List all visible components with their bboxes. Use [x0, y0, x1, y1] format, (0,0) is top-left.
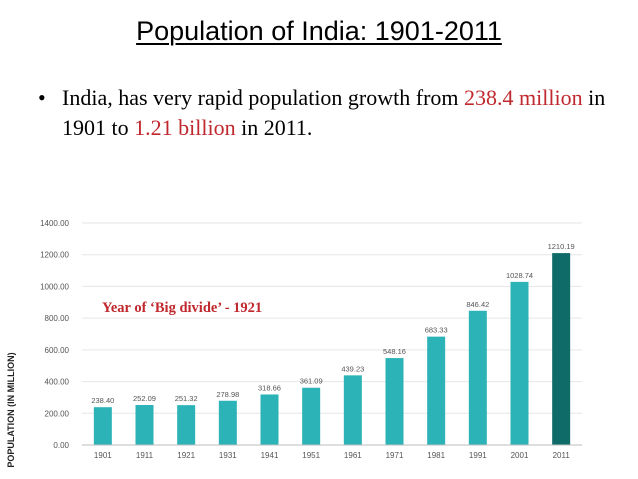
data-label-1931: 278.98: [216, 390, 239, 399]
bar-1931: [218, 400, 237, 445]
bullet-text: India, has very rapid population growth …: [62, 85, 606, 140]
bar-1921: [177, 405, 196, 445]
bar-1941: [260, 394, 279, 445]
bars: [93, 253, 571, 445]
data-label-1911: 252.09: [133, 394, 156, 403]
x-tick-label-1981: 1981: [427, 451, 445, 460]
bar-1951: [302, 387, 321, 445]
y-tick-label: 400.00: [45, 378, 70, 387]
x-tick-label-1901: 1901: [94, 451, 112, 460]
y-tick-label: 0.00: [53, 441, 69, 450]
bar-2001: [510, 281, 529, 445]
bar-1971: [385, 358, 404, 445]
data-label-1941: 318.66: [258, 383, 281, 392]
start-population-value: 238.4 million: [464, 85, 583, 110]
data-label-1951: 361.09: [300, 377, 323, 386]
x-tick-label-2011: 2011: [553, 451, 571, 460]
bar-1991: [468, 310, 487, 445]
y-tick-label: 1200.00: [40, 251, 69, 260]
y-tick-label: 1400.00: [40, 219, 69, 228]
end-population-value: 1.21 billion: [134, 115, 236, 140]
x-tick-label-1991: 1991: [469, 451, 487, 460]
data-label-1961: 439.23: [341, 364, 364, 373]
data-label-1991: 846.42: [466, 300, 489, 309]
x-tick-label-1941: 1941: [261, 451, 279, 460]
data-label-1921: 251.32: [175, 394, 198, 403]
bullet-dot-icon: •: [38, 85, 46, 110]
data-label-2011: 1210.19: [548, 242, 575, 251]
x-tick-label-1911: 1911: [136, 451, 154, 460]
x-tick-label-2001: 2001: [511, 451, 529, 460]
data-label-1981: 683.33: [425, 326, 448, 335]
x-tick-label-1951: 1951: [302, 451, 320, 460]
y-axis-label: POPULATION (IN MILLION): [6, 352, 16, 467]
gridlines: [82, 222, 582, 414]
big-divide-annotation: Year of ‘Big divide’ - 1921: [102, 300, 263, 316]
axes: 0.00 200.00 400.00 600.00 800.00 1000.00 1200.…: [40, 219, 582, 460]
y-tick-label: 200.00: [45, 409, 70, 418]
bar-2011: [552, 253, 571, 445]
data-label-1971: 548.16: [383, 347, 406, 356]
bar-1911: [135, 405, 154, 445]
x-tick-label-1961: 1961: [344, 451, 362, 460]
bar-1981: [427, 336, 446, 445]
y-tick-label: 600.00: [45, 346, 70, 355]
data-label-1901: 238.40: [91, 396, 114, 405]
x-tick-label-1971: 1971: [386, 451, 404, 460]
bar-1901: [93, 407, 112, 445]
x-tick-label-1931: 1931: [219, 451, 237, 460]
data-label-2001: 1028.74: [506, 271, 533, 280]
x-tick-label-1921: 1921: [177, 451, 195, 460]
y-tick-label: 800.00: [45, 314, 70, 323]
data-labels: 238.40 252.09 251.32 278.98 318.66 361.09 439.…: [91, 242, 574, 405]
slide-title: Population of India: 1901-2011: [136, 16, 502, 46]
y-tick-label: 1000.00: [40, 282, 69, 291]
bar-1961: [343, 375, 362, 445]
